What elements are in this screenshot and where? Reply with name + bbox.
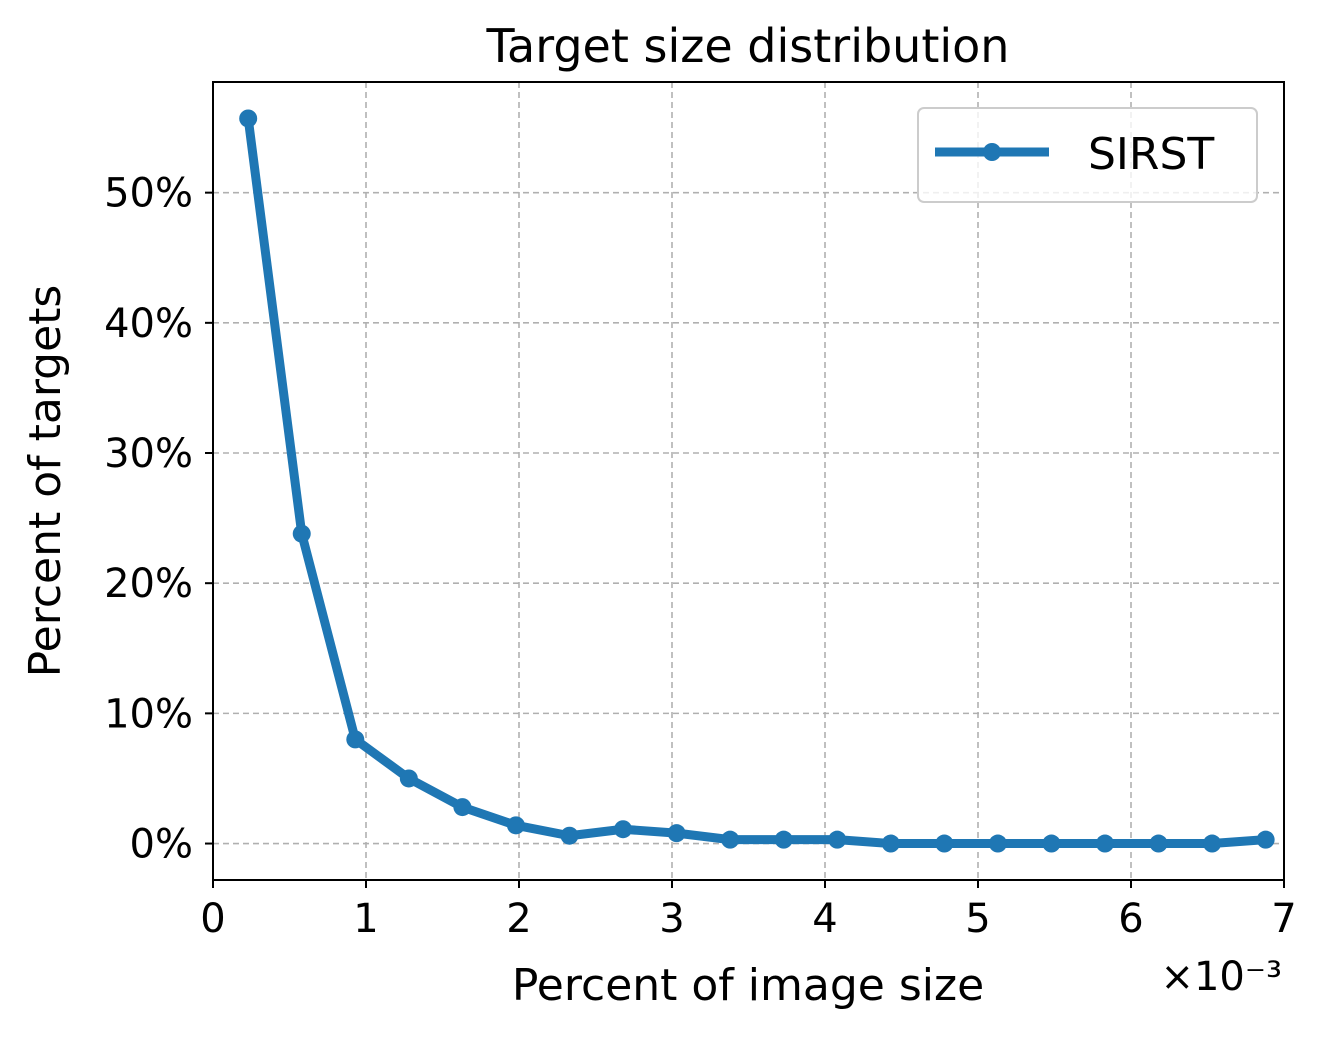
legend: SIRST — [917, 107, 1258, 203]
data-point — [774, 830, 793, 849]
x-axis-label: Percent of image size — [512, 960, 984, 1011]
legend-label-sirst: SIRST — [1088, 129, 1214, 180]
data-point — [453, 798, 472, 817]
data-point — [239, 109, 258, 128]
data-point — [346, 730, 365, 749]
y-tick-label: 30% — [104, 431, 193, 477]
y-tick-label: 50% — [104, 171, 193, 217]
x-tick-label: 7 — [1271, 896, 1296, 942]
plot-frame — [212, 81, 1285, 881]
data-point — [935, 834, 954, 853]
data-point — [721, 830, 740, 849]
data-point — [399, 769, 418, 788]
y-axis-label: Percent of targets — [20, 285, 71, 678]
tick-layer: 0 1 2 3 4 5 6 7 0% 10% 20% 30% 40% 50% — [104, 171, 1297, 942]
data-point — [614, 820, 633, 839]
data-point — [1256, 830, 1275, 849]
x-tick-label: 5 — [965, 896, 990, 942]
data-point — [988, 834, 1007, 853]
x-axis-offset-label: ×10⁻³ — [1160, 954, 1282, 1000]
data-point — [292, 524, 311, 543]
data-point — [1203, 834, 1222, 853]
data-point — [506, 816, 525, 835]
data-point — [1095, 834, 1114, 853]
y-tick-label: 0% — [130, 822, 193, 868]
data-point — [1042, 834, 1061, 853]
x-tick-label: 1 — [353, 896, 378, 942]
y-tick-label: 20% — [104, 561, 193, 607]
data-point — [560, 826, 579, 845]
x-tick-label: 3 — [659, 896, 684, 942]
y-tick-label: 40% — [104, 301, 193, 347]
x-tick-label: 0 — [200, 896, 225, 942]
y-tick-label: 10% — [104, 691, 193, 737]
data-point — [667, 824, 686, 843]
series-line-sirst — [243, 113, 1271, 849]
x-tick-label: 6 — [1118, 896, 1143, 942]
data-point — [828, 830, 847, 849]
series-layer — [239, 109, 1275, 853]
data-point — [1149, 834, 1168, 853]
legend-marker-swatch — [983, 143, 1001, 161]
x-tick-label: 4 — [812, 896, 837, 942]
data-point — [881, 834, 900, 853]
x-tick-label: 2 — [506, 896, 531, 942]
chart-title: Target size distribution — [486, 19, 1010, 73]
legend-box — [917, 107, 1258, 203]
